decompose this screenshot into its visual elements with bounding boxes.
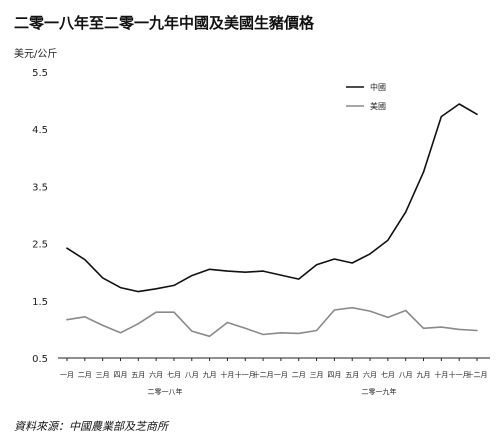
x-tick-label-14: 三月 xyxy=(310,371,324,379)
x-tick-label-21: 十月 xyxy=(434,370,448,379)
y-tick-label-5: 0.5 xyxy=(32,354,48,365)
x-tick-label-8: 九月 xyxy=(203,370,217,379)
x-tick-label-9: 十月 xyxy=(220,370,234,379)
x-tick-label-12: 一月 xyxy=(274,371,288,379)
x-tick-label-15: 四月 xyxy=(327,371,341,379)
x-tick-label-23: 十二月 xyxy=(467,370,488,379)
x-tick-label-5: 六月 xyxy=(149,370,163,379)
legend-label-1: 美國 xyxy=(370,101,386,111)
y-tick-label-1: 4.5 xyxy=(32,125,48,136)
series-line-0 xyxy=(66,103,478,293)
y-tick-label-4: 1.5 xyxy=(32,297,48,308)
chart-title: 二零一八年至二零一九年中國及美國生豬價格 xyxy=(14,14,315,32)
y-axis-unit-label: 美元/公斤 xyxy=(14,47,57,60)
x-tick-label-6: 七月 xyxy=(167,370,181,379)
source-note: 資料來源：中國農業部及芝商所 xyxy=(14,420,170,433)
y-tick-label-2: 3.5 xyxy=(32,182,48,193)
x-group-label-1: 二零一九年 xyxy=(361,387,396,396)
x-tick-label-16: 五月 xyxy=(345,371,359,379)
x-tick-label-7: 八月 xyxy=(185,371,199,379)
x-tick-label-4: 五月 xyxy=(131,371,145,379)
series-lines xyxy=(66,103,478,338)
x-group-label-0: 二零一八年 xyxy=(148,387,183,396)
x-tick-label-13: 二月 xyxy=(292,371,306,379)
x-tick-label-22: 十一月 xyxy=(449,370,470,379)
x-tick-label-1: 二月 xyxy=(78,371,92,379)
x-tick-label-2: 三月 xyxy=(96,371,110,379)
x-tick-label-19: 八月 xyxy=(399,371,413,379)
legend-label-0: 中國 xyxy=(370,82,386,92)
x-tick-label-10: 十一月 xyxy=(235,370,256,379)
x-tick-label-3: 四月 xyxy=(113,371,127,379)
x-tick-label-20: 九月 xyxy=(417,370,431,379)
series-line-1 xyxy=(66,306,478,338)
x-tick-label-17: 六月 xyxy=(363,370,377,379)
x-tick-label-0: 一月 xyxy=(60,371,74,379)
x-tick-label-11: 十二月 xyxy=(253,370,274,379)
y-tick-label-0: 5.5 xyxy=(32,68,48,79)
y-tick-label-3: 2.5 xyxy=(32,240,48,251)
x-axis-tick-marks xyxy=(66,358,478,361)
y-axis-ticks: 5.5 4.5 3.5 2.5 1.5 0.5 xyxy=(32,68,48,365)
x-tick-label-18: 七月 xyxy=(381,370,395,379)
x-axis-group-labels: 二零一八年 二零一九年 xyxy=(148,387,397,396)
